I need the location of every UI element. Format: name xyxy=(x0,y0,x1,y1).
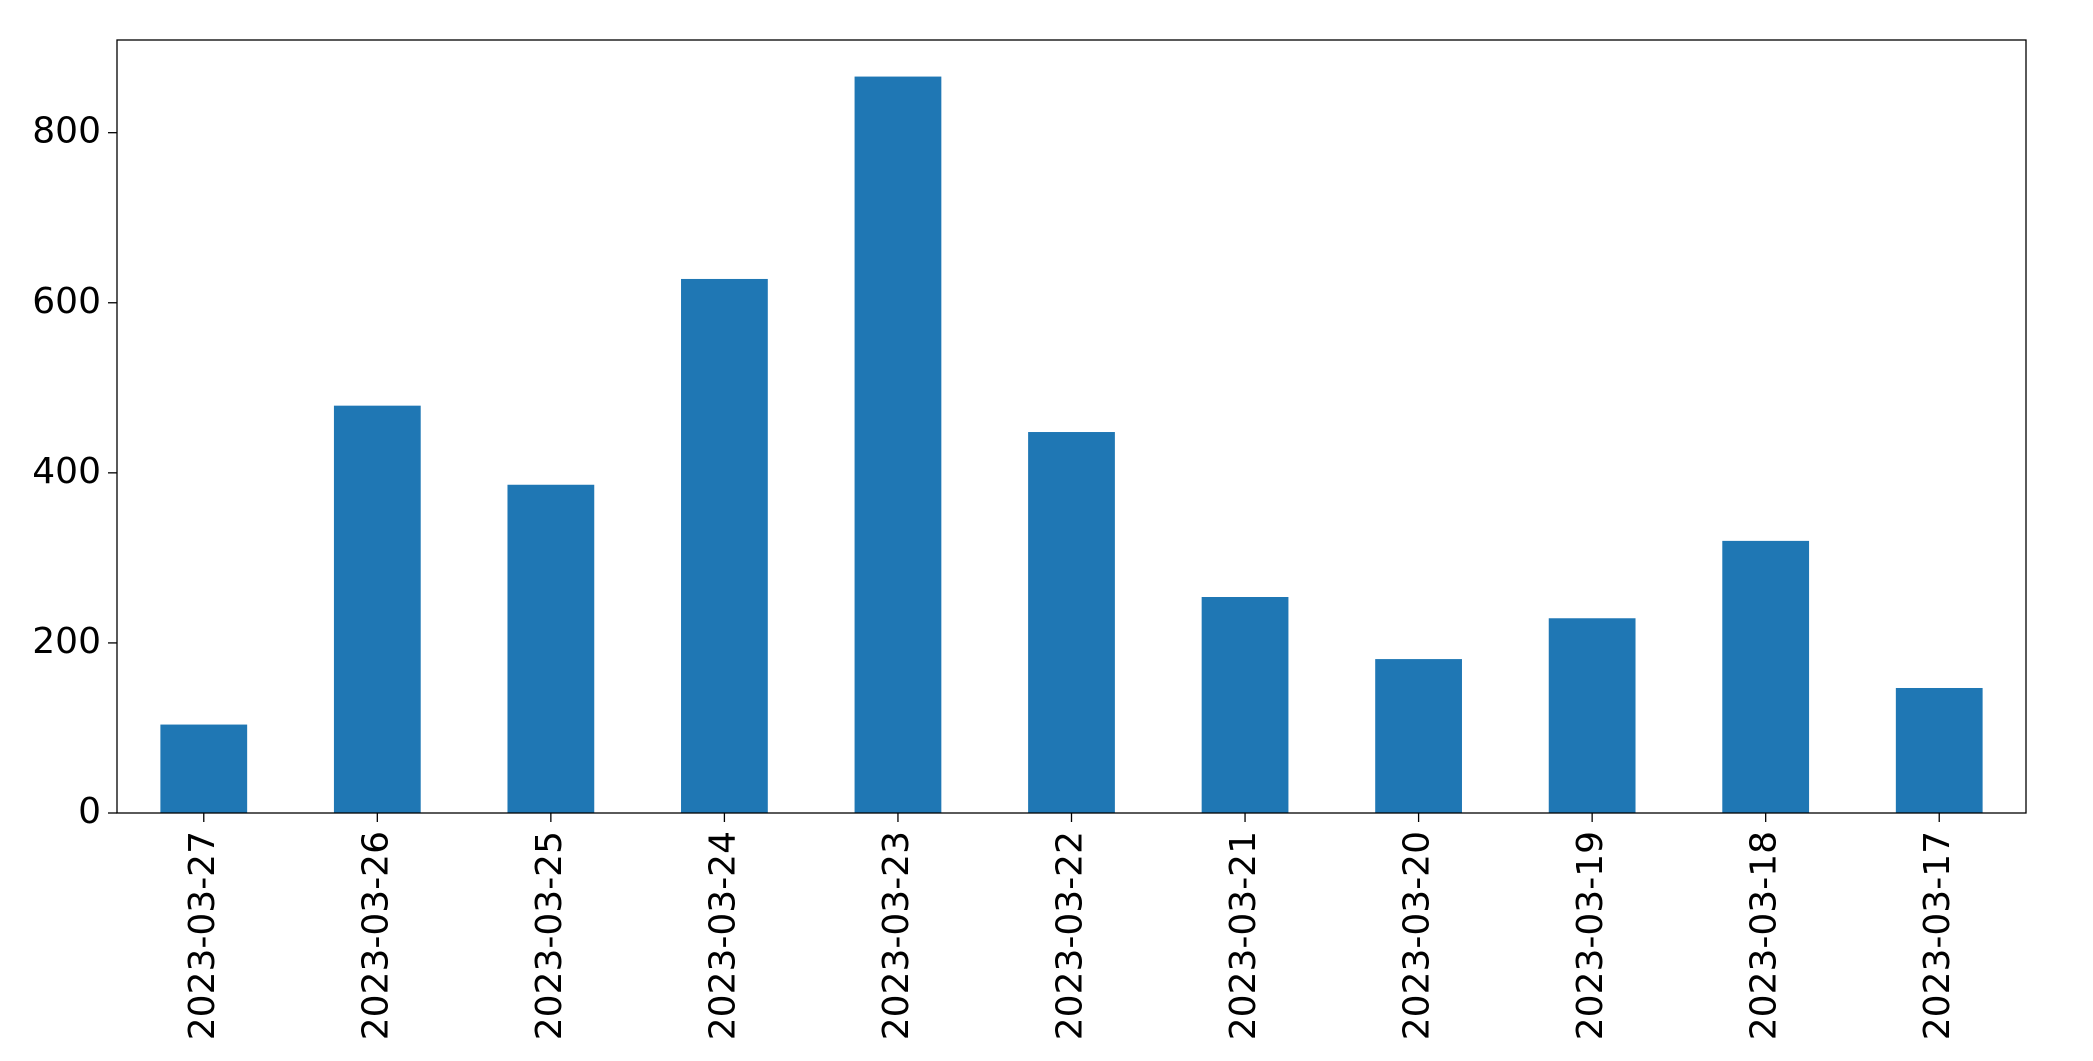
x-tick-label: 2023-03-22 xyxy=(1050,831,1091,1040)
x-tick-label: 2023-03-20 xyxy=(1397,831,1438,1040)
y-tick-label: 0 xyxy=(78,791,101,832)
bar xyxy=(1201,597,1289,813)
bar xyxy=(1895,687,1983,813)
bar xyxy=(1548,618,1636,813)
x-tick-label: 2023-03-27 xyxy=(182,831,223,1040)
y-tick-label: 600 xyxy=(32,281,101,322)
bar xyxy=(160,724,248,813)
x-tick-label: 2023-03-24 xyxy=(702,831,743,1040)
y-tick-label: 800 xyxy=(32,111,101,152)
x-tick-label: 2023-03-23 xyxy=(876,831,917,1040)
x-tick-label: 2023-03-19 xyxy=(1570,831,1611,1040)
x-tick-label: 2023-03-21 xyxy=(1223,831,1264,1040)
bar xyxy=(1028,432,1115,813)
x-tick-label: 2023-03-26 xyxy=(355,831,396,1040)
bar xyxy=(333,405,421,813)
bar xyxy=(507,484,595,813)
bar xyxy=(1375,659,1462,813)
bar xyxy=(854,76,942,814)
bar xyxy=(681,278,768,813)
x-tick-label: 2023-03-18 xyxy=(1744,831,1785,1040)
x-tick-label: 2023-03-25 xyxy=(529,831,570,1040)
x-tick-label: 2023-03-17 xyxy=(1917,831,1958,1040)
bar xyxy=(1722,540,1810,813)
plot-frame xyxy=(116,39,2027,814)
y-tick-label: 200 xyxy=(32,621,101,662)
y-tick-label: 400 xyxy=(32,451,101,492)
